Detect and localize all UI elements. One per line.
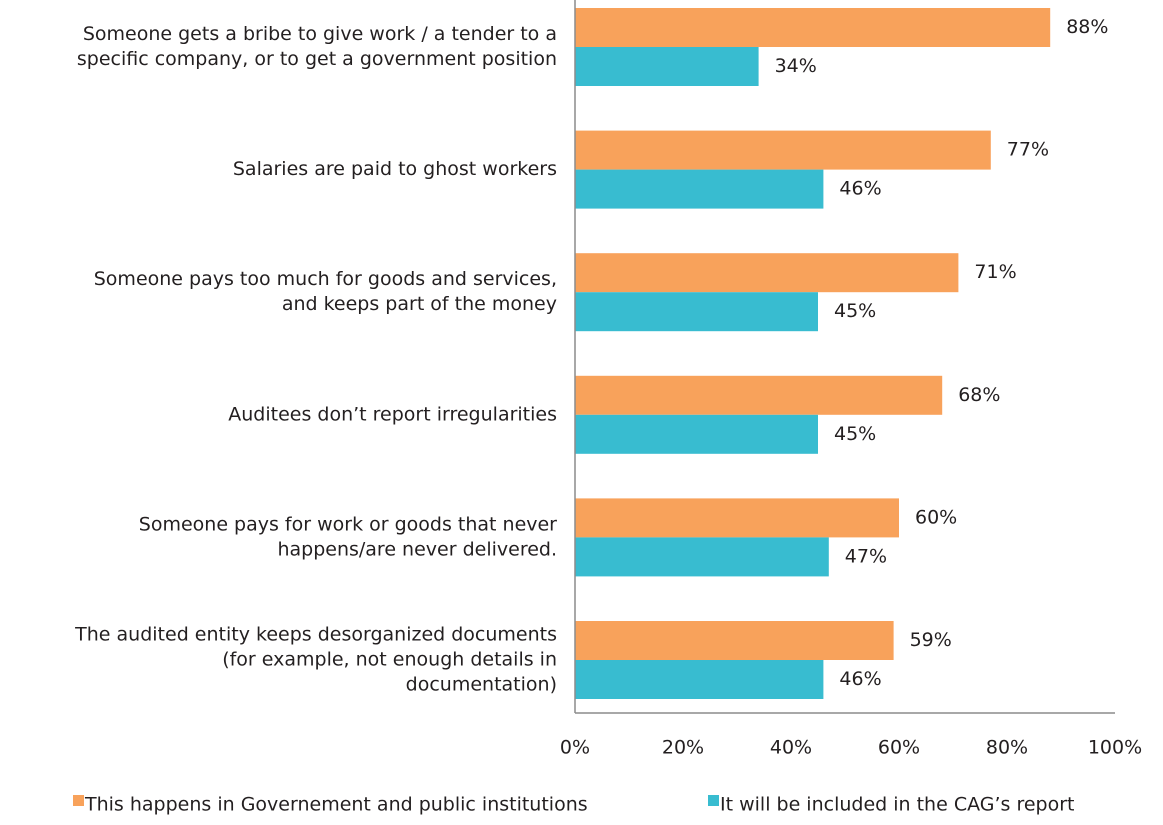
bar <box>575 375 943 415</box>
value-label: 45% <box>834 300 876 322</box>
bar <box>575 498 899 538</box>
value-label: 59% <box>910 629 952 651</box>
category-label: Auditees don’t report irregularities <box>228 403 557 425</box>
bar <box>575 537 829 577</box>
x-tick-label: 40% <box>770 737 812 759</box>
category-label: documentation) <box>406 674 557 696</box>
bar <box>575 253 959 293</box>
value-label: 46% <box>839 178 881 200</box>
bar <box>575 660 824 699</box>
x-tick-label: 60% <box>878 737 920 759</box>
category-label: specific company, or to get a government… <box>77 48 557 70</box>
legend-label: This happens in Governement and public i… <box>84 794 588 816</box>
category-label: Someone gets a bribe to give work / a te… <box>83 23 557 45</box>
bar <box>575 621 894 660</box>
category-label: happens/are never delivered. <box>277 538 557 560</box>
bar <box>575 292 818 332</box>
legend-swatch <box>73 795 84 806</box>
legend-label: It will be included in the CAG’s report <box>720 794 1074 816</box>
value-label: 71% <box>974 261 1016 283</box>
x-tick-label: 20% <box>662 737 704 759</box>
value-label: 46% <box>839 668 881 690</box>
value-label: 88% <box>1066 16 1108 38</box>
value-label: 60% <box>915 506 957 528</box>
category-label: and keeps part of the money <box>282 293 557 315</box>
value-label: 68% <box>958 384 1000 406</box>
value-label: 77% <box>1007 139 1049 161</box>
category-label: (for example, not enough details in <box>222 649 557 671</box>
bar <box>575 130 991 170</box>
value-label: 47% <box>845 545 887 567</box>
legend-swatch <box>708 795 719 806</box>
bar <box>575 8 1051 47</box>
category-label: Someone pays for work or goods that neve… <box>139 513 557 535</box>
bar <box>575 47 759 86</box>
x-tick-label: 80% <box>986 737 1028 759</box>
x-tick-label: 100% <box>1088 737 1142 759</box>
value-label: 45% <box>834 423 876 445</box>
category-label: Someone pays too much for goods and serv… <box>94 268 557 290</box>
category-label: The audited entity keeps desorganized do… <box>74 624 557 646</box>
bar <box>575 414 818 454</box>
value-label: 34% <box>775 55 817 77</box>
x-tick-label: 0% <box>560 737 590 759</box>
category-label: Salaries are paid to ghost workers <box>233 158 557 180</box>
bar <box>575 169 824 209</box>
